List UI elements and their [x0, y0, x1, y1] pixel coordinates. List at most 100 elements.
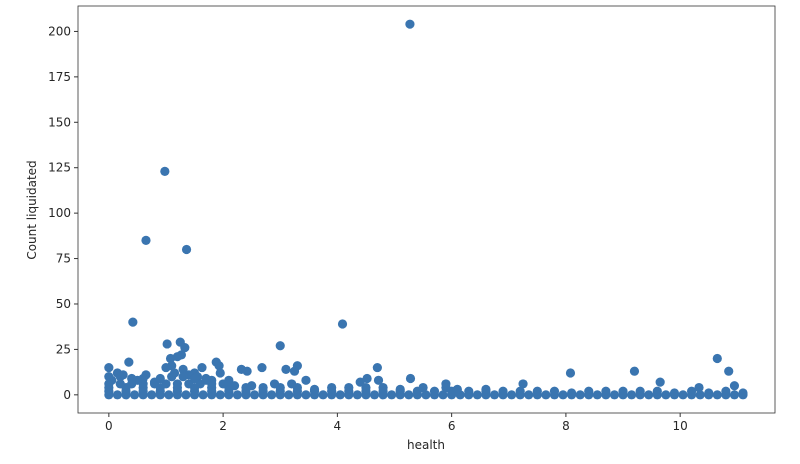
data-point [404, 390, 414, 400]
data-point [129, 390, 140, 400]
data-point [452, 384, 462, 394]
data-point [289, 366, 300, 376]
data-point [198, 390, 208, 400]
plot-area [77, 5, 776, 414]
data-point [104, 372, 114, 382]
data-point [352, 390, 362, 400]
data-point [567, 388, 577, 398]
data-point [318, 390, 328, 400]
x-tick-label: 0 [105, 419, 113, 433]
data-point [335, 390, 345, 400]
x-axis: 0 2 4 6 8 10 [105, 413, 688, 433]
data-point [362, 373, 372, 384]
data-point [498, 386, 508, 396]
data-point [721, 386, 731, 396]
y-tick-label: 150 [48, 115, 71, 129]
data-point [167, 372, 177, 382]
data-point [127, 373, 137, 384]
data-point [524, 390, 534, 400]
data-point [181, 244, 192, 255]
data-point [147, 390, 157, 400]
x-tick-label: 2 [219, 419, 227, 433]
data-point [712, 390, 722, 400]
data-point [155, 373, 165, 384]
data-point [165, 353, 176, 364]
data-point [215, 368, 225, 378]
data-point [361, 382, 371, 393]
data-point [652, 386, 662, 396]
data-point [257, 362, 267, 373]
data-point [301, 375, 311, 385]
data-point [618, 386, 628, 396]
data-point [724, 366, 734, 376]
x-axis-label: health [407, 438, 445, 452]
data-point [387, 390, 397, 400]
data-point [729, 390, 740, 400]
y-axis-label: Count liquidated [25, 160, 39, 259]
data-point [575, 390, 585, 400]
data-point [218, 379, 228, 389]
data-point [429, 386, 440, 396]
data-point [242, 366, 252, 376]
data-point [541, 390, 551, 400]
y-tick-label: 125 [48, 161, 71, 175]
data-point [287, 379, 297, 389]
data-point [694, 382, 704, 393]
data-point [438, 390, 448, 400]
data-point [592, 390, 602, 400]
y-tick-label: 0 [63, 388, 71, 402]
data-point [369, 390, 380, 400]
data-point [405, 19, 415, 29]
data-point [275, 341, 285, 351]
data-point [141, 235, 151, 245]
y-axis: 0 25 50 75 100 125 150 175 200 [48, 24, 78, 402]
data-point [104, 362, 114, 373]
data-point [172, 379, 183, 389]
data-point [181, 390, 191, 400]
data-point [395, 384, 405, 394]
data-point [712, 353, 722, 364]
data-point [507, 390, 517, 400]
data-point [738, 388, 748, 398]
data-point [344, 382, 354, 393]
data-point [124, 357, 134, 367]
x-tick-label: 6 [448, 419, 456, 433]
data-point [489, 390, 500, 400]
data-point [215, 390, 225, 400]
data-point [104, 379, 114, 389]
data-point [655, 377, 665, 387]
data-point [661, 390, 671, 400]
data-point [160, 166, 170, 176]
data-point [337, 319, 348, 329]
data-point [247, 381, 257, 391]
data-point [128, 317, 138, 327]
data-point [112, 390, 123, 400]
x-tick-label: 8 [562, 419, 570, 433]
y-tick-label: 75 [56, 252, 71, 266]
data-point [180, 342, 190, 353]
data-point [267, 390, 277, 400]
data-point [197, 362, 207, 373]
data-point [214, 361, 224, 371]
data-point [565, 368, 576, 378]
data-point [695, 390, 705, 400]
data-point [558, 390, 568, 400]
data-point [669, 388, 680, 398]
data-point [678, 390, 688, 400]
data-point [627, 390, 637, 400]
data-point [549, 386, 560, 396]
data-point [281, 364, 291, 374]
x-tick-label: 4 [334, 419, 342, 433]
y-tick-label: 175 [48, 70, 71, 84]
data-point [518, 379, 528, 389]
data-point [149, 379, 160, 389]
data-point [164, 390, 174, 400]
data-point [515, 386, 525, 396]
data-point [729, 381, 740, 391]
data-point [115, 379, 125, 389]
data-point [258, 382, 268, 393]
data-point [115, 372, 125, 382]
x-tick-label: 10 [673, 419, 688, 433]
data-point [355, 377, 365, 387]
